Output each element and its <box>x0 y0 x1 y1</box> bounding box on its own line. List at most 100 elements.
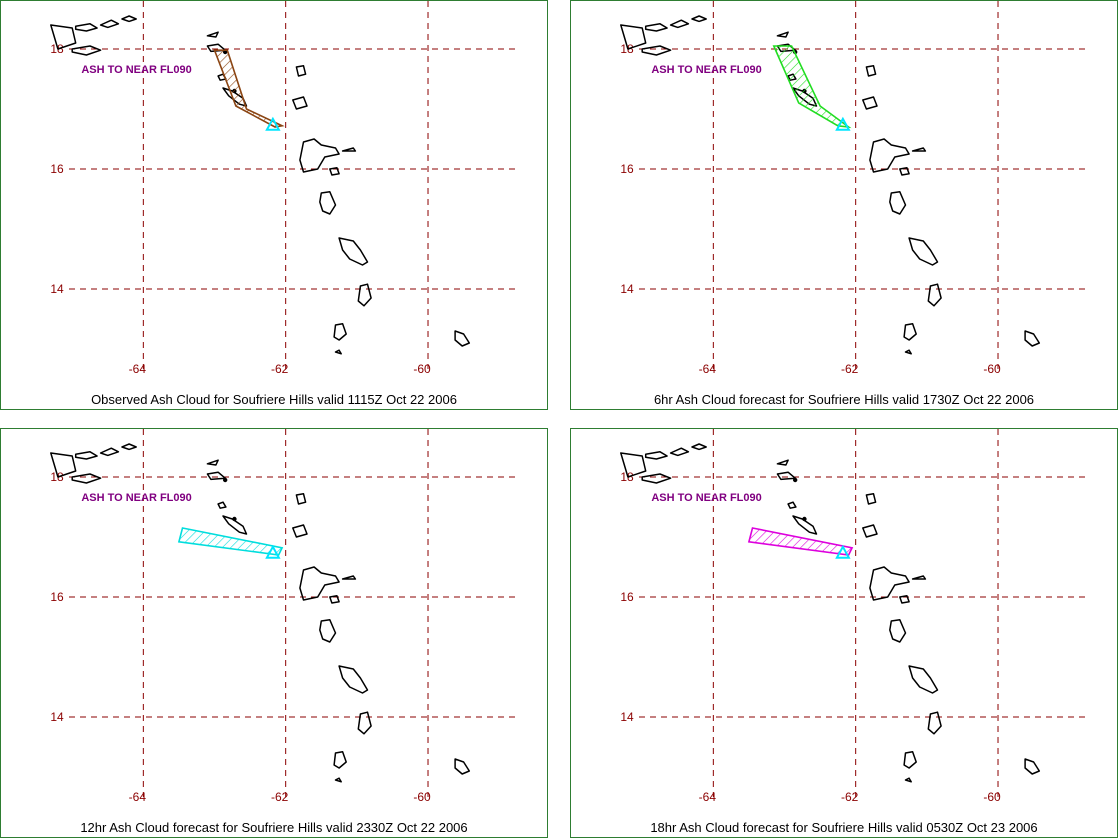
volcano-marker-icon <box>835 544 851 559</box>
island-coastline <box>644 23 668 32</box>
island-coastline <box>341 147 357 152</box>
town-dot <box>222 477 228 483</box>
panel-forecast-18hr: -64 -62 -60 18 16 14 ASH TO NEAR FL090 18hr As… <box>570 428 1118 838</box>
island-coastline <box>99 19 120 29</box>
island-coastline <box>869 566 910 601</box>
lon-tick-label: -60 <box>413 362 431 376</box>
island-coastline <box>319 191 337 215</box>
lon-tick-label: -60 <box>983 362 1001 376</box>
island-coastline <box>295 493 307 505</box>
island-coastline <box>333 323 347 341</box>
panel-caption: 6hr Ash Cloud forecast for Soufriere Hil… <box>653 392 1035 407</box>
island-coastline <box>865 65 877 77</box>
lon-tick-label: -62 <box>841 790 859 804</box>
ash-altitude-label: ASH TO NEAR FL090 <box>651 64 761 76</box>
island-coastline <box>71 473 102 484</box>
island-coastline <box>74 451 98 460</box>
island-coastline <box>338 665 369 694</box>
island-coastline <box>908 665 939 694</box>
lon-tick-label: -64 <box>129 790 147 804</box>
island-coastline <box>341 575 357 580</box>
panel-caption: 18hr Ash Cloud forecast for Soufriere Hi… <box>650 820 1038 835</box>
volcano-marker-icon <box>265 116 281 131</box>
island-coastline <box>121 443 137 451</box>
lon-tick-label: -62 <box>271 362 289 376</box>
island-coastline <box>217 501 227 509</box>
island-coastline <box>334 349 342 355</box>
island-coastline <box>776 31 789 38</box>
island-coastline <box>903 751 917 769</box>
island-coastline <box>899 595 910 604</box>
lat-tick-label: 16 <box>620 590 634 604</box>
island-coastline <box>620 452 647 478</box>
lon-tick-label: -60 <box>983 790 1001 804</box>
town-dot <box>792 477 798 483</box>
island-coastline <box>121 15 137 23</box>
island-coastline <box>357 711 372 735</box>
island-coastline <box>911 575 927 580</box>
island-coastline <box>295 65 307 77</box>
island-coastline <box>776 471 796 481</box>
island-coastline <box>691 443 707 451</box>
island-coastline <box>904 349 912 355</box>
island-coastline <box>669 19 690 29</box>
lon-tick-label: -60 <box>413 790 431 804</box>
lat-tick-label: 14 <box>50 282 64 296</box>
island-coastline <box>50 24 77 50</box>
island-coastline <box>357 283 372 307</box>
ash-cloud-polygon <box>772 45 852 129</box>
island-coastline <box>319 619 337 643</box>
island-coastline <box>71 45 102 56</box>
lon-tick-label: -62 <box>271 790 289 804</box>
island-coastline <box>908 237 939 266</box>
panel-observed: -64 -62 -60 18 16 14 ASH TO NEAR FL090 Observe… <box>0 0 548 410</box>
island-coastline <box>899 167 910 176</box>
island-coastline <box>903 323 917 341</box>
island-coastline <box>620 24 647 50</box>
lon-tick-label: -64 <box>129 362 147 376</box>
ash-cloud-polygon <box>213 49 285 128</box>
island-coastline <box>50 452 77 478</box>
volcano-marker-icon <box>265 544 281 559</box>
island-coastline <box>641 45 672 56</box>
island-coastline <box>865 493 877 505</box>
panel-caption: 12hr Ash Cloud forecast for Soufriere Hi… <box>80 820 468 835</box>
ash-altitude-label: ASH TO NEAR FL090 <box>651 492 761 504</box>
panel-forecast-12hr: -64 -62 -60 18 16 14 ASH TO NEAR FL090 12hr As… <box>0 428 548 838</box>
panel-forecast-6hr: -64 -62 -60 18 16 14 ASH TO NEAR FL090 6hr Ash… <box>570 0 1118 410</box>
ash-altitude-label: ASH TO NEAR FL090 <box>81 64 191 76</box>
island-coastline <box>889 191 907 215</box>
ash-cloud-polygon <box>177 527 284 556</box>
ash-altitude-label: ASH TO NEAR FL090 <box>81 492 191 504</box>
island-coastline <box>74 23 98 32</box>
town-dot <box>232 516 237 522</box>
island-coastline <box>292 524 308 538</box>
island-coastline <box>454 758 471 775</box>
island-coastline <box>911 147 927 152</box>
lat-tick-label: 16 <box>620 162 634 176</box>
island-coastline <box>904 777 912 783</box>
island-coastline <box>641 473 672 484</box>
island-coastline <box>299 138 340 173</box>
ash-cloud-polygon <box>747 527 854 556</box>
island-coastline <box>329 595 340 604</box>
lon-tick-label: -64 <box>699 790 717 804</box>
island-coastline <box>206 31 219 38</box>
island-coastline <box>869 138 910 173</box>
island-coastline <box>206 459 219 466</box>
island-coastline <box>862 524 878 538</box>
island-coastline <box>927 711 942 735</box>
island-coastline <box>454 330 471 347</box>
island-coastline <box>691 15 707 23</box>
island-coastline <box>1024 758 1041 775</box>
lon-tick-label: -64 <box>699 362 717 376</box>
island-coastline <box>334 777 342 783</box>
lat-tick-label: 14 <box>50 710 64 724</box>
island-coastline <box>299 566 340 601</box>
island-coastline <box>206 471 226 481</box>
